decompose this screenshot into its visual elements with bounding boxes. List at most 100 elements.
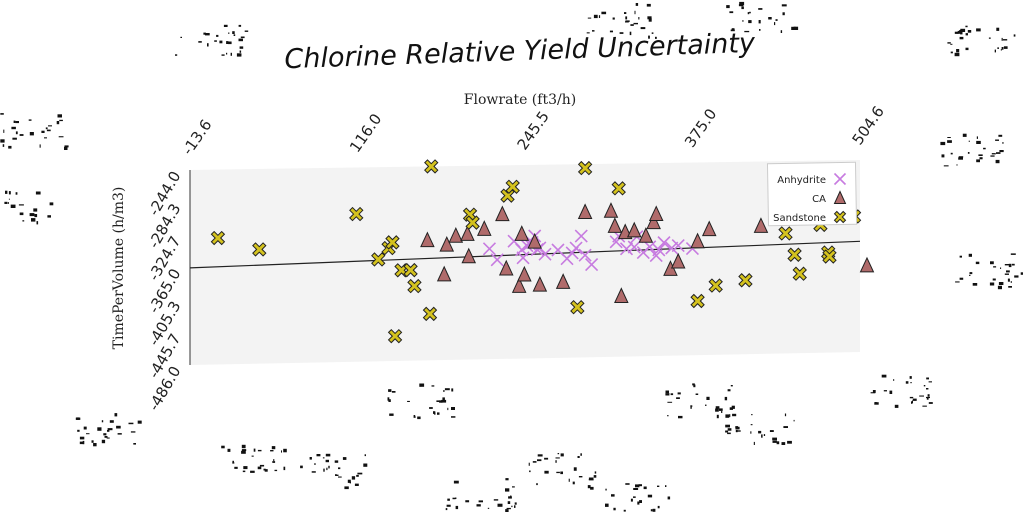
speckle	[350, 482, 351, 484]
speckle	[990, 283, 994, 286]
speckle	[957, 164, 958, 165]
speckle	[365, 454, 366, 456]
speckle	[232, 461, 234, 464]
speckle	[926, 388, 928, 390]
speckle	[1003, 39, 1007, 40]
speckle	[578, 456, 580, 458]
speckle	[239, 39, 244, 42]
speckle	[690, 405, 692, 407]
speckle	[960, 278, 964, 280]
speckle	[990, 261, 994, 264]
speckle	[219, 41, 222, 44]
speckle	[103, 433, 106, 435]
speckle	[203, 33, 206, 35]
speckle	[1002, 47, 1004, 50]
speckle	[224, 25, 228, 27]
speckle	[969, 275, 971, 276]
speckle	[996, 28, 999, 31]
speckle	[783, 426, 788, 428]
speckle	[960, 32, 962, 34]
speckle	[748, 20, 751, 23]
speckle	[912, 401, 913, 404]
speckle	[644, 487, 647, 490]
speckle	[232, 31, 235, 34]
speckle	[772, 438, 777, 441]
speckle	[300, 466, 303, 469]
speckle	[556, 472, 560, 473]
speckle	[445, 388, 450, 390]
speckle	[388, 389, 391, 392]
speckle	[678, 416, 683, 418]
x-tick-labels: -13.6 116.0 245.5 375.0 504.6	[179, 103, 888, 159]
speckle	[955, 53, 960, 56]
speckle	[785, 414, 786, 417]
speckle	[976, 159, 980, 162]
speckle	[910, 382, 911, 383]
speckle	[5, 191, 7, 194]
speckle	[389, 414, 393, 416]
speckle	[432, 385, 435, 386]
speckle	[0, 139, 4, 142]
speckle	[434, 412, 435, 414]
speckle	[594, 15, 598, 18]
x-axis-label: Flowrate (ft3/h)	[464, 92, 576, 108]
speckle	[133, 443, 136, 445]
speckle	[605, 489, 606, 491]
speckle	[228, 32, 229, 34]
speckle	[625, 21, 629, 22]
speckle	[667, 402, 672, 403]
speckle	[721, 411, 722, 413]
speckle	[240, 46, 244, 48]
speckle	[441, 400, 446, 403]
speckle	[505, 478, 508, 480]
speckle	[884, 390, 887, 391]
speckle	[16, 192, 18, 195]
speckle	[787, 441, 792, 444]
speckle	[33, 208, 37, 211]
y-axis-label: TimePerVolume (h/m3)	[111, 187, 127, 350]
speckle	[764, 434, 765, 436]
speckle	[237, 53, 242, 56]
speckle	[625, 483, 629, 485]
speckle	[929, 402, 933, 404]
speckle	[599, 15, 600, 18]
speckle	[64, 147, 68, 150]
speckle	[706, 397, 709, 400]
speckle	[794, 27, 799, 30]
speckle	[635, 11, 636, 14]
speckle	[579, 476, 583, 477]
speckle	[913, 399, 917, 401]
speckle	[978, 154, 982, 156]
speckle	[895, 405, 899, 408]
speckle	[22, 220, 24, 221]
speckle	[284, 467, 286, 470]
speckle	[676, 397, 680, 399]
speckle	[273, 459, 274, 461]
speckle	[751, 414, 752, 415]
speckle	[512, 486, 515, 487]
speckle	[751, 424, 753, 425]
speckle	[736, 430, 738, 432]
speckle	[510, 496, 511, 498]
speckle	[956, 49, 959, 52]
speckle	[92, 440, 94, 443]
speckle	[221, 446, 225, 449]
speckle	[794, 420, 795, 422]
speckle	[589, 478, 594, 481]
speckle	[260, 465, 264, 467]
speckle	[950, 44, 952, 45]
speckle	[118, 433, 122, 435]
speckle	[947, 140, 952, 143]
speckle	[678, 392, 681, 394]
speckle	[312, 471, 316, 473]
speckle	[580, 453, 582, 456]
speckle	[58, 114, 63, 117]
speckle	[15, 121, 19, 123]
speckle	[102, 440, 105, 443]
speckle	[107, 430, 109, 432]
speckle	[594, 475, 597, 478]
speckle	[926, 397, 930, 398]
speckle	[447, 499, 450, 501]
speckle	[873, 390, 876, 393]
speckle	[555, 460, 556, 463]
